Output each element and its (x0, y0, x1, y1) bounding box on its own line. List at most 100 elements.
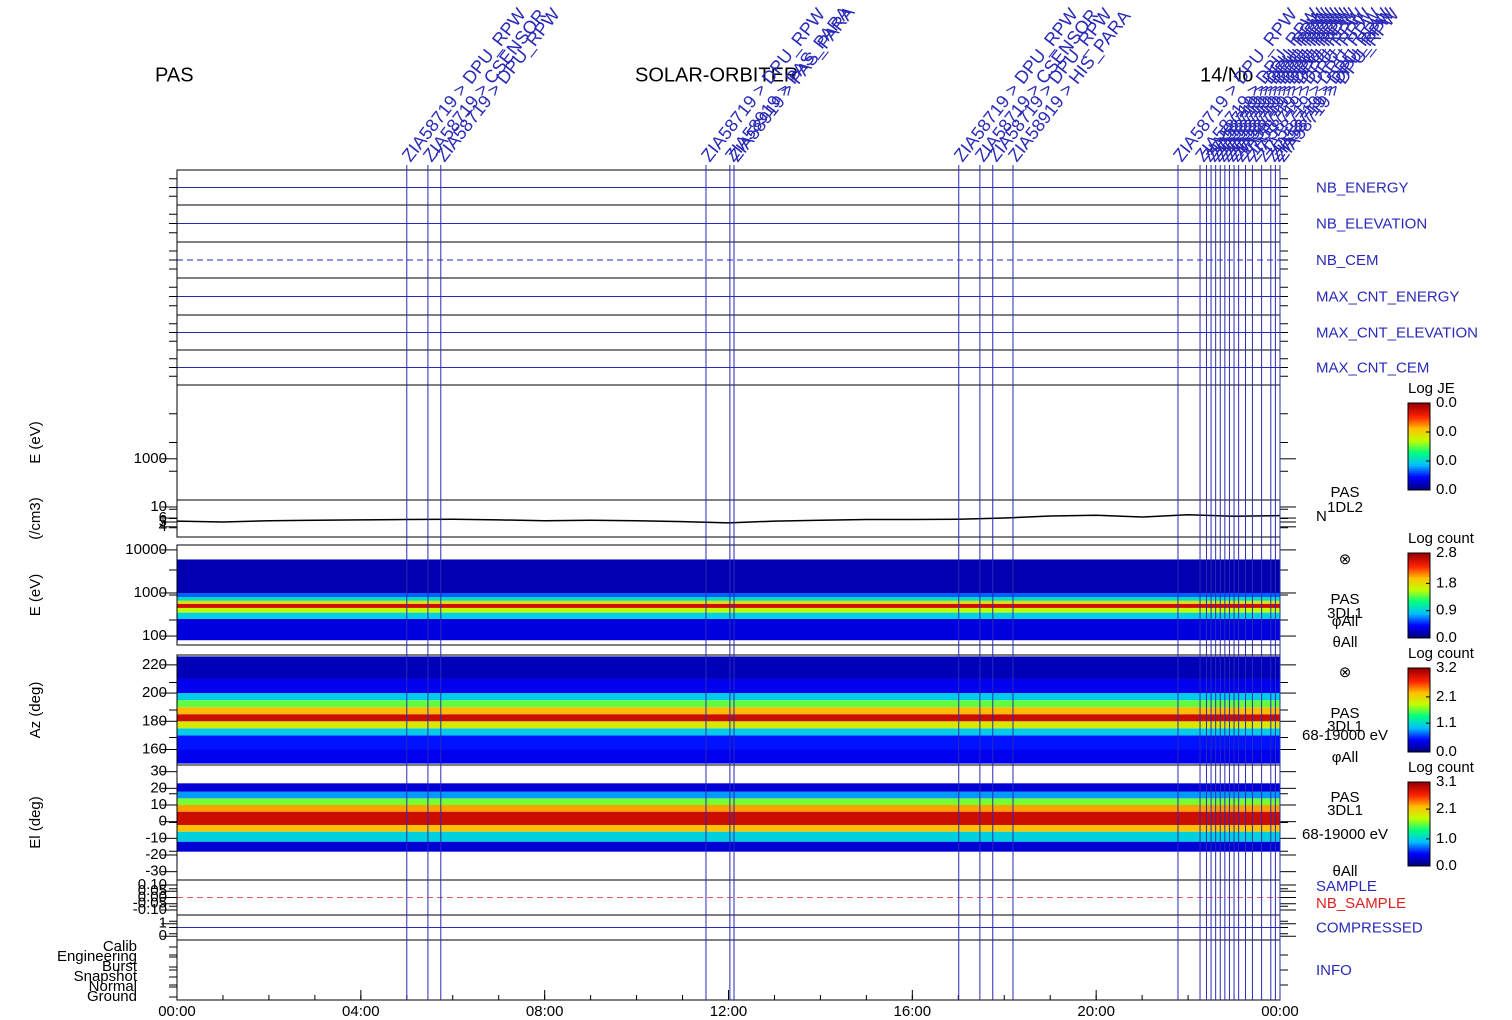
y-tick-label: -0.05 (133, 895, 167, 912)
colorbar-cell (1408, 487, 1430, 491)
colorbar-cell (1408, 442, 1430, 445)
colorbar-cell (1408, 623, 1430, 626)
colorbar-cell (1408, 416, 1430, 419)
colorbar-cell (1408, 587, 1430, 590)
colorbar-cell (1408, 431, 1430, 434)
colorbar-cell (1408, 782, 1430, 785)
colorbar-cell (1408, 625, 1430, 628)
colorbar-cell (1408, 608, 1430, 611)
panel-label: φAll (1332, 613, 1358, 630)
spectrogram-band (177, 707, 1280, 715)
colorbar-cell (1408, 572, 1430, 575)
colorbar-title: Log count (1408, 645, 1475, 662)
colorbar-tick-label: 2.1 (1436, 800, 1457, 817)
colorbar-cell (1408, 409, 1430, 413)
colorbar-frame (1407, 552, 1431, 639)
colorbar-cell (1408, 485, 1430, 489)
colorbar-cell (1408, 418, 1430, 421)
colorbar-cell (1408, 635, 1430, 639)
colorbar-cell (1408, 576, 1430, 579)
category-label: Burst (102, 958, 138, 975)
y-tick-label: 0 (159, 927, 167, 944)
colorbar-cell (1408, 728, 1430, 732)
colorbar-cell (1408, 800, 1430, 804)
spectrogram-band (177, 656, 1280, 679)
colorbar-cell (1408, 629, 1430, 633)
colorbar-cell (1408, 405, 1430, 408)
colorbar-cell (1408, 849, 1430, 852)
y-tick-label: -0.10 (133, 901, 167, 918)
colorbar-tick-label: 2.8 (1436, 544, 1457, 561)
colorbar-title: Log JE (1408, 380, 1455, 397)
colorbar-tick-label: 0.0 (1436, 857, 1457, 874)
colorbar-cell (1408, 832, 1430, 835)
y-tick-label: -30 (145, 863, 167, 880)
colorbar-cell (1408, 472, 1430, 476)
colorbar-frame (1407, 781, 1431, 867)
colorbar-cell (1408, 707, 1430, 711)
colorbar-cell (1408, 733, 1430, 736)
panel-label: MAX_CNT_ELEVATION (1316, 324, 1478, 341)
y-tick-label: 30 (150, 763, 167, 780)
panel-label: NB_CEM (1316, 252, 1379, 269)
colorbar-cell (1408, 853, 1430, 856)
y-tick-label: 1000 (134, 450, 167, 467)
spectrogram-band (177, 600, 1280, 604)
colorbar-cell (1408, 604, 1430, 607)
panel-label: θAll (1332, 863, 1357, 880)
spectrogram-band (177, 693, 1280, 701)
spectrogram-band (177, 592, 1280, 598)
colorbar-cell (1408, 809, 1430, 812)
spectrogram-band (177, 791, 1280, 799)
colorbar-cell (1408, 813, 1430, 817)
colorbar-cell (1408, 826, 1430, 829)
colorbar-cell (1408, 435, 1430, 439)
colorbar-title: Log count (1408, 530, 1475, 547)
spectrogram-band (177, 597, 1280, 601)
y-tick-label: 10000 (125, 541, 167, 558)
colorbar-cell (1408, 743, 1430, 747)
colorbar-cell (1408, 468, 1430, 471)
spectrogram-band (177, 749, 1280, 764)
colorbar-cell (1408, 796, 1430, 800)
colorbar-cell (1408, 606, 1430, 609)
panel-label: INFO (1316, 962, 1352, 979)
spectrogram-band (177, 783, 1280, 792)
colorbar-cell (1408, 674, 1430, 677)
colorbar-cell (1408, 584, 1430, 588)
colorbar-cell (1408, 798, 1430, 802)
spectrogram-band (177, 618, 1280, 641)
panel-label: ⊗ (1339, 551, 1352, 568)
x-tick-label: 00:00 (158, 1003, 196, 1020)
colorbar-cell (1408, 459, 1430, 463)
colorbar-cell (1408, 680, 1430, 684)
colorbar-frame (1407, 667, 1431, 753)
colorbar-cell (1408, 466, 1430, 469)
colorbar-tick-label: 1.0 (1436, 830, 1457, 847)
y-tick-label: 4 (159, 518, 167, 535)
colorbar-tick-label: 1.8 (1436, 574, 1457, 591)
y-tick-label: 20 (150, 779, 167, 796)
colorbar-cell (1408, 845, 1430, 848)
colorbar-cell (1408, 745, 1430, 749)
colorbar-cell (1408, 424, 1430, 428)
panel-label: NB_ENERGY (1316, 179, 1409, 196)
colorbar-cell (1408, 670, 1430, 673)
instrument: PAS (155, 64, 194, 86)
x-tick-label: 08:00 (526, 1003, 564, 1020)
y-axis-label: E (eV) (27, 421, 44, 464)
colorbar-cell (1408, 840, 1430, 844)
colorbar-cell (1408, 678, 1430, 682)
colorbar-cell (1408, 476, 1430, 480)
colorbar-cell (1408, 689, 1430, 692)
spectrogram-band (177, 798, 1280, 805)
colorbar-cell (1408, 413, 1430, 417)
panel-label: COMPRESSED (1316, 919, 1423, 936)
x-tick-label: 16:00 (894, 1003, 932, 1020)
colorbar-cell (1408, 747, 1430, 751)
colorbar-cell (1408, 483, 1430, 487)
colorbar-cell (1408, 857, 1430, 861)
colorbar-cell (1408, 411, 1430, 415)
colorbar-tick-label: 0.9 (1436, 602, 1457, 619)
